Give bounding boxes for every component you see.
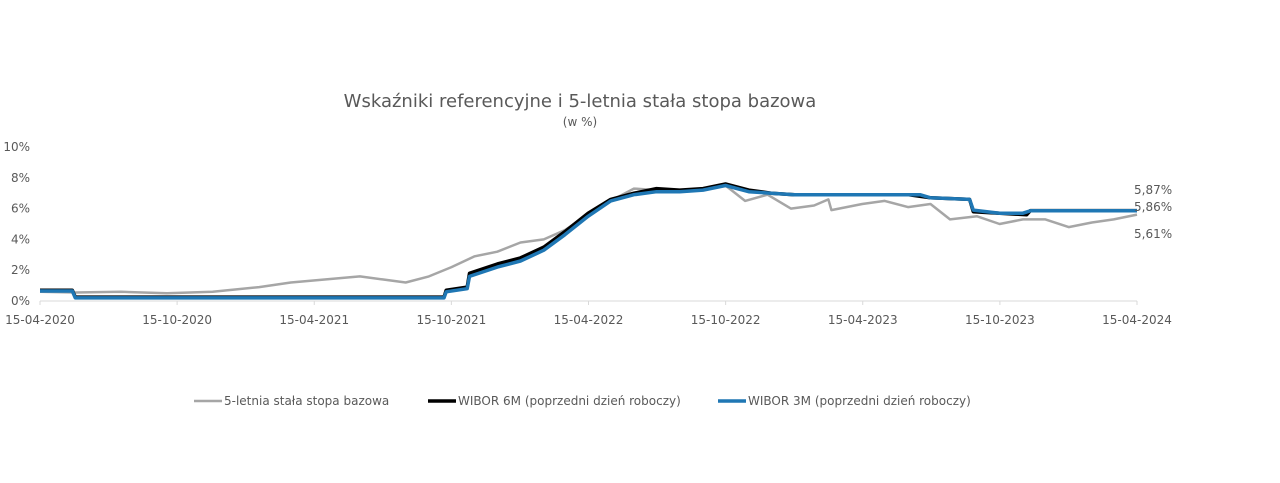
series-line-1	[40, 182, 1137, 299]
x-tick-label: 15-04-2020	[5, 313, 75, 327]
series-line-0	[39, 184, 1138, 295]
x-tick-label: 15-04-2023	[828, 313, 898, 327]
x-tick-label: 15-10-2022	[691, 313, 761, 327]
x-tick-label: 15-10-2023	[965, 313, 1035, 327]
end-label-wibor-3m: 5,86%	[1134, 200, 1172, 214]
y-tick-label: 2%	[11, 263, 30, 277]
y-tick-label: 8%	[11, 171, 30, 185]
x-tick-label: 15-04-2022	[554, 313, 624, 327]
legend-label: WIBOR 6M (poprzedni dzień roboczy)	[458, 394, 681, 408]
x-tick-label: 15-10-2020	[142, 313, 212, 327]
legend-label: WIBOR 3M (poprzedni dzień roboczy)	[748, 394, 971, 408]
series-line-2	[40, 183, 1137, 300]
end-label-5y-base: 5,61%	[1134, 227, 1172, 241]
y-tick-label: 6%	[11, 202, 30, 216]
x-tick-label: 15-04-2024	[1102, 313, 1172, 327]
x-tick-label: 15-10-2021	[417, 313, 487, 327]
y-tick-label: 10%	[3, 140, 30, 154]
legend-label: 5-letnia stała stopa bazowa	[224, 394, 389, 408]
y-tick-label: 4%	[11, 232, 30, 246]
end-label-wibor-6m: 5,87%	[1134, 183, 1172, 197]
x-tick-label: 15-04-2021	[279, 313, 349, 327]
y-tick-label: 0%	[11, 294, 30, 308]
chart-subtitle: (w %)	[563, 115, 597, 129]
chart-title: Wskaźniki referencyjne i 5-letnia stała …	[344, 91, 817, 112]
